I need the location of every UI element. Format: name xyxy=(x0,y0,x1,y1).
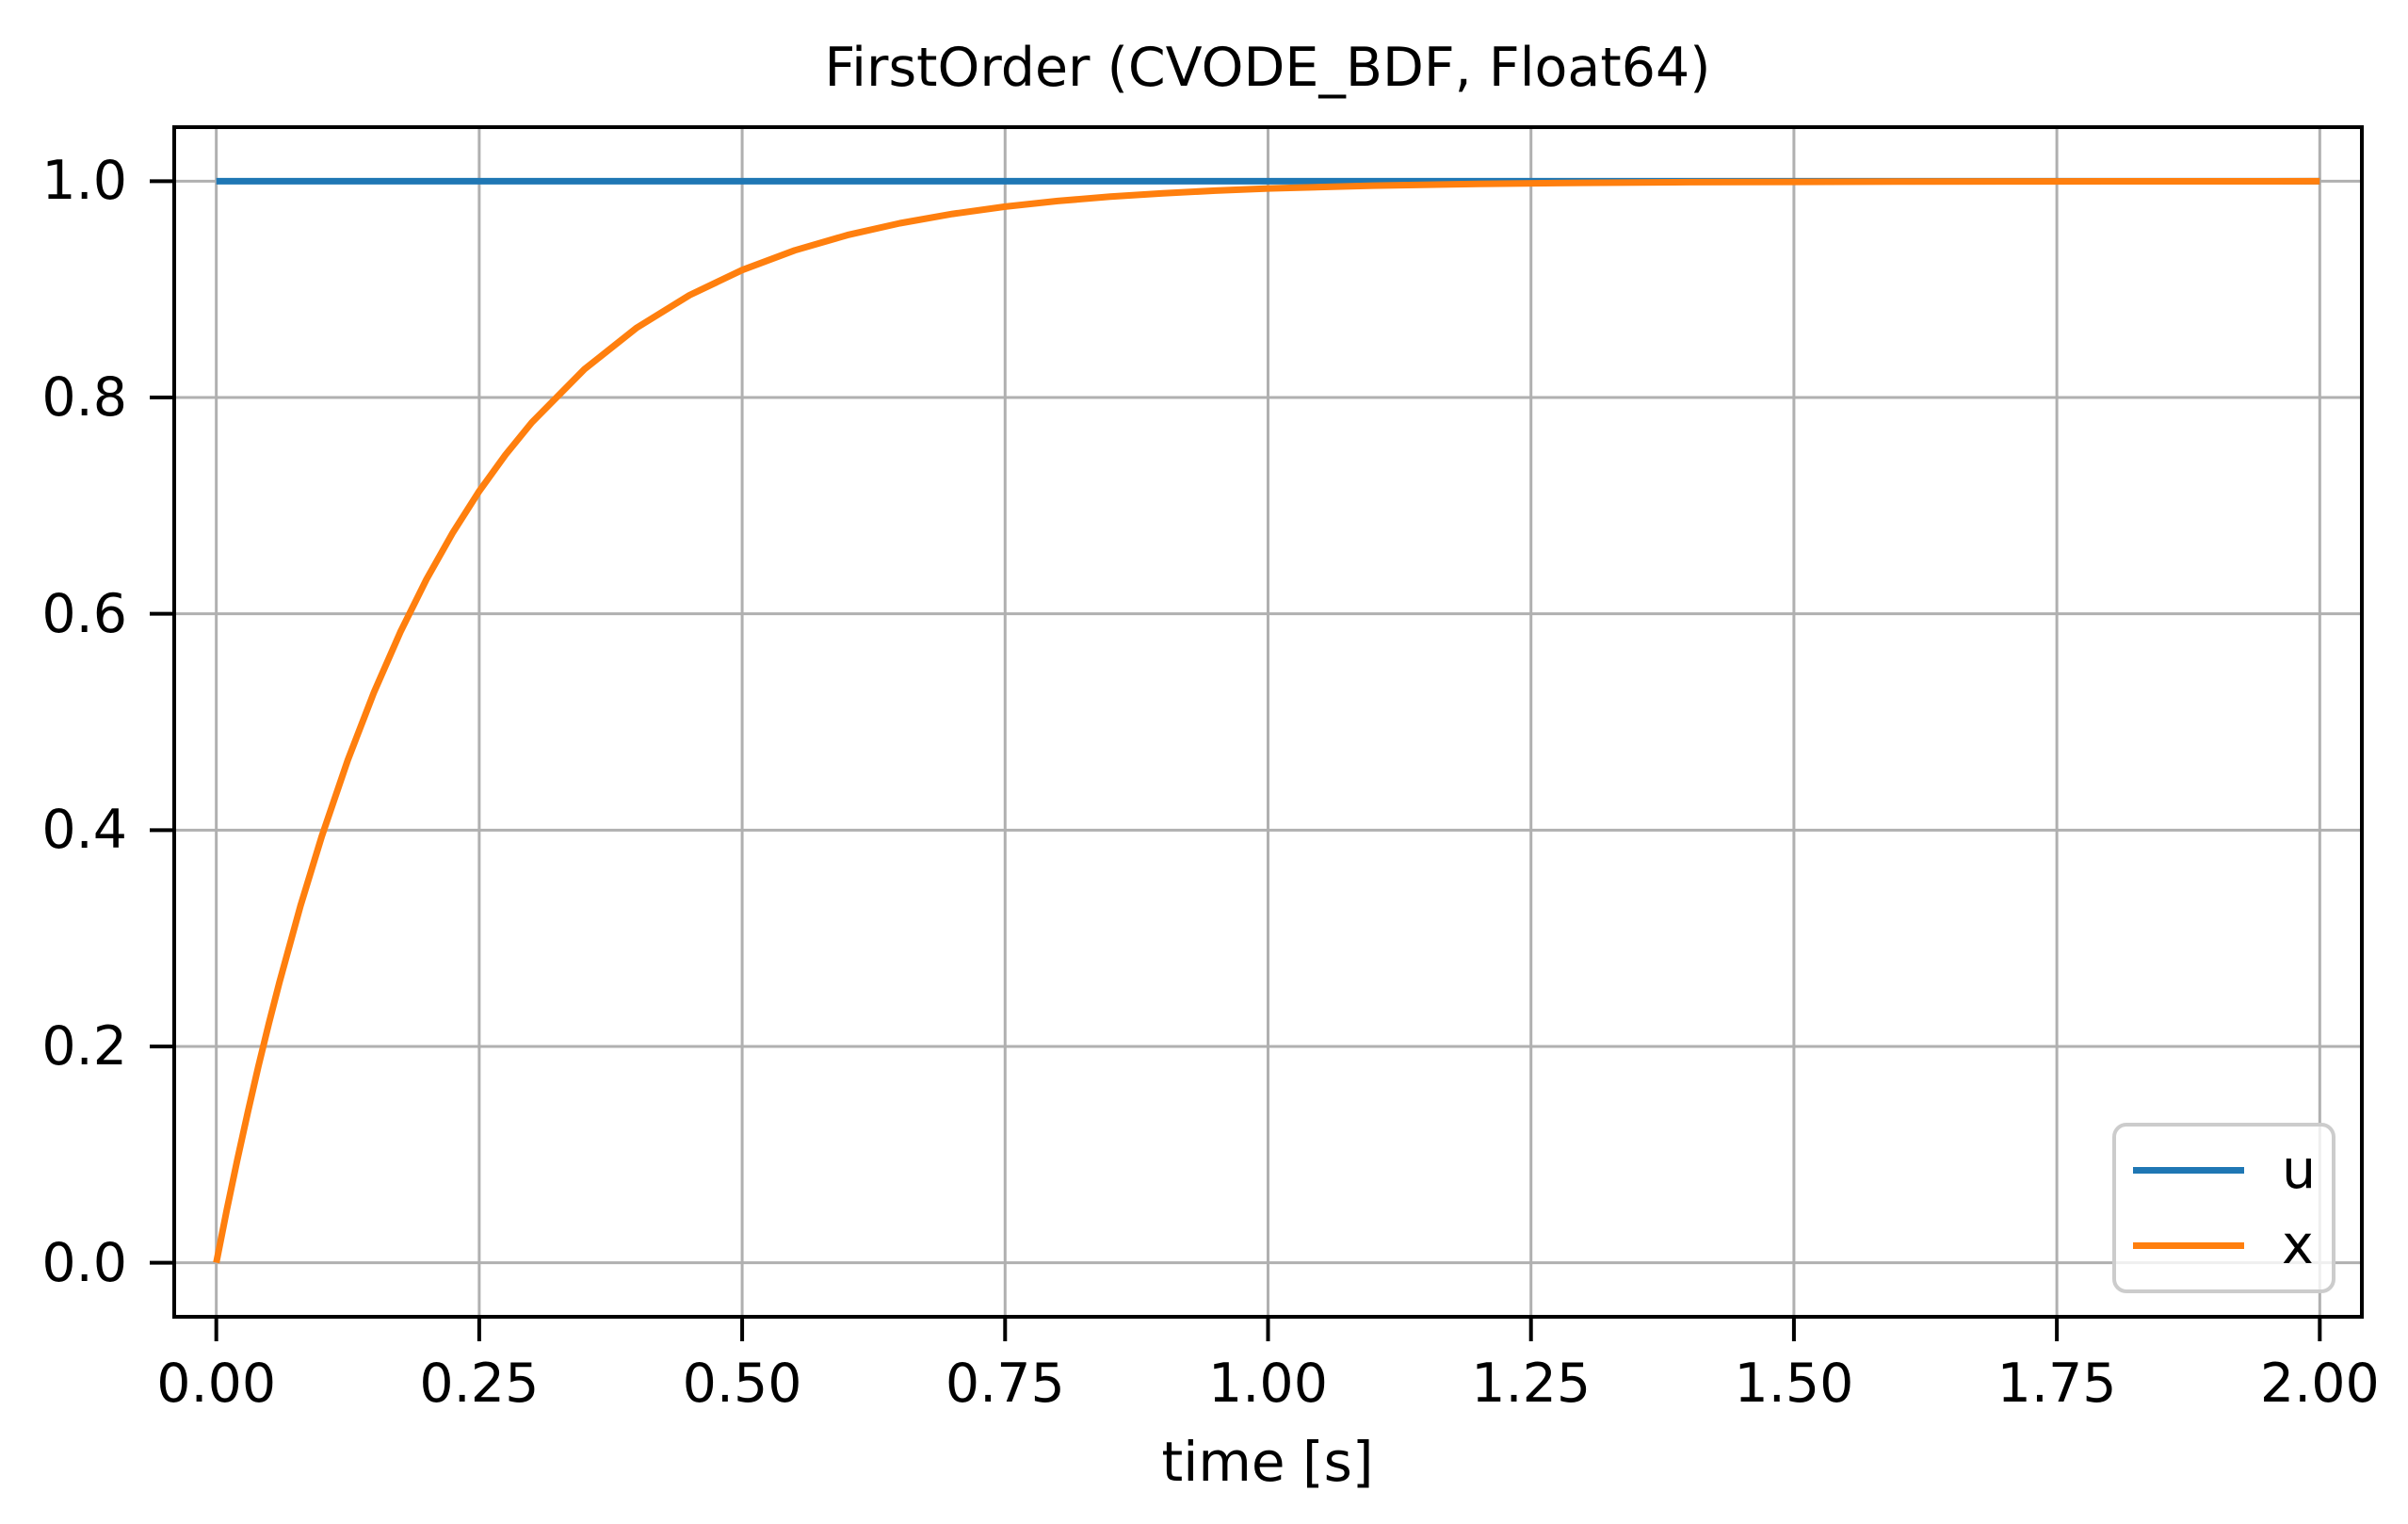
x-tick-label: 1.00 xyxy=(1208,1353,1328,1415)
legend-item-label: x xyxy=(2282,1214,2314,1277)
series-x-line xyxy=(213,177,2320,1264)
legend-item-label: u xyxy=(2282,1138,2317,1201)
y-tick-label: 0.6 xyxy=(41,582,127,645)
legend-item: x xyxy=(2116,1219,2332,1273)
x-tick-label: 0.50 xyxy=(682,1353,802,1415)
y-tick-label: 0.0 xyxy=(41,1231,127,1294)
legend-item: u xyxy=(2116,1143,2332,1197)
y-tick-label: 0.4 xyxy=(41,799,127,862)
legend-line-sample xyxy=(2133,1166,2244,1174)
x-tick-label: 0.75 xyxy=(945,1353,1065,1415)
y-tick-label: 0.2 xyxy=(41,1014,127,1078)
x-tick-label: 0.00 xyxy=(156,1353,277,1415)
chart-title: FirstOrder (CVODE_BDF, Float64) xyxy=(824,37,1711,99)
y-tick-label: 0.8 xyxy=(41,366,127,430)
x-tick-label: 2.00 xyxy=(2259,1353,2380,1415)
x-tick-label: 0.25 xyxy=(419,1353,540,1415)
x-tick-label: 1.75 xyxy=(1996,1353,2117,1415)
x-tick-label: 1.25 xyxy=(1471,1353,1592,1415)
legend-line-sample xyxy=(2133,1242,2244,1250)
x-tick-label: 1.50 xyxy=(1734,1353,1854,1415)
x-axis-label: time [s] xyxy=(1161,1430,1374,1494)
y-tick-label: 1.0 xyxy=(41,150,127,213)
